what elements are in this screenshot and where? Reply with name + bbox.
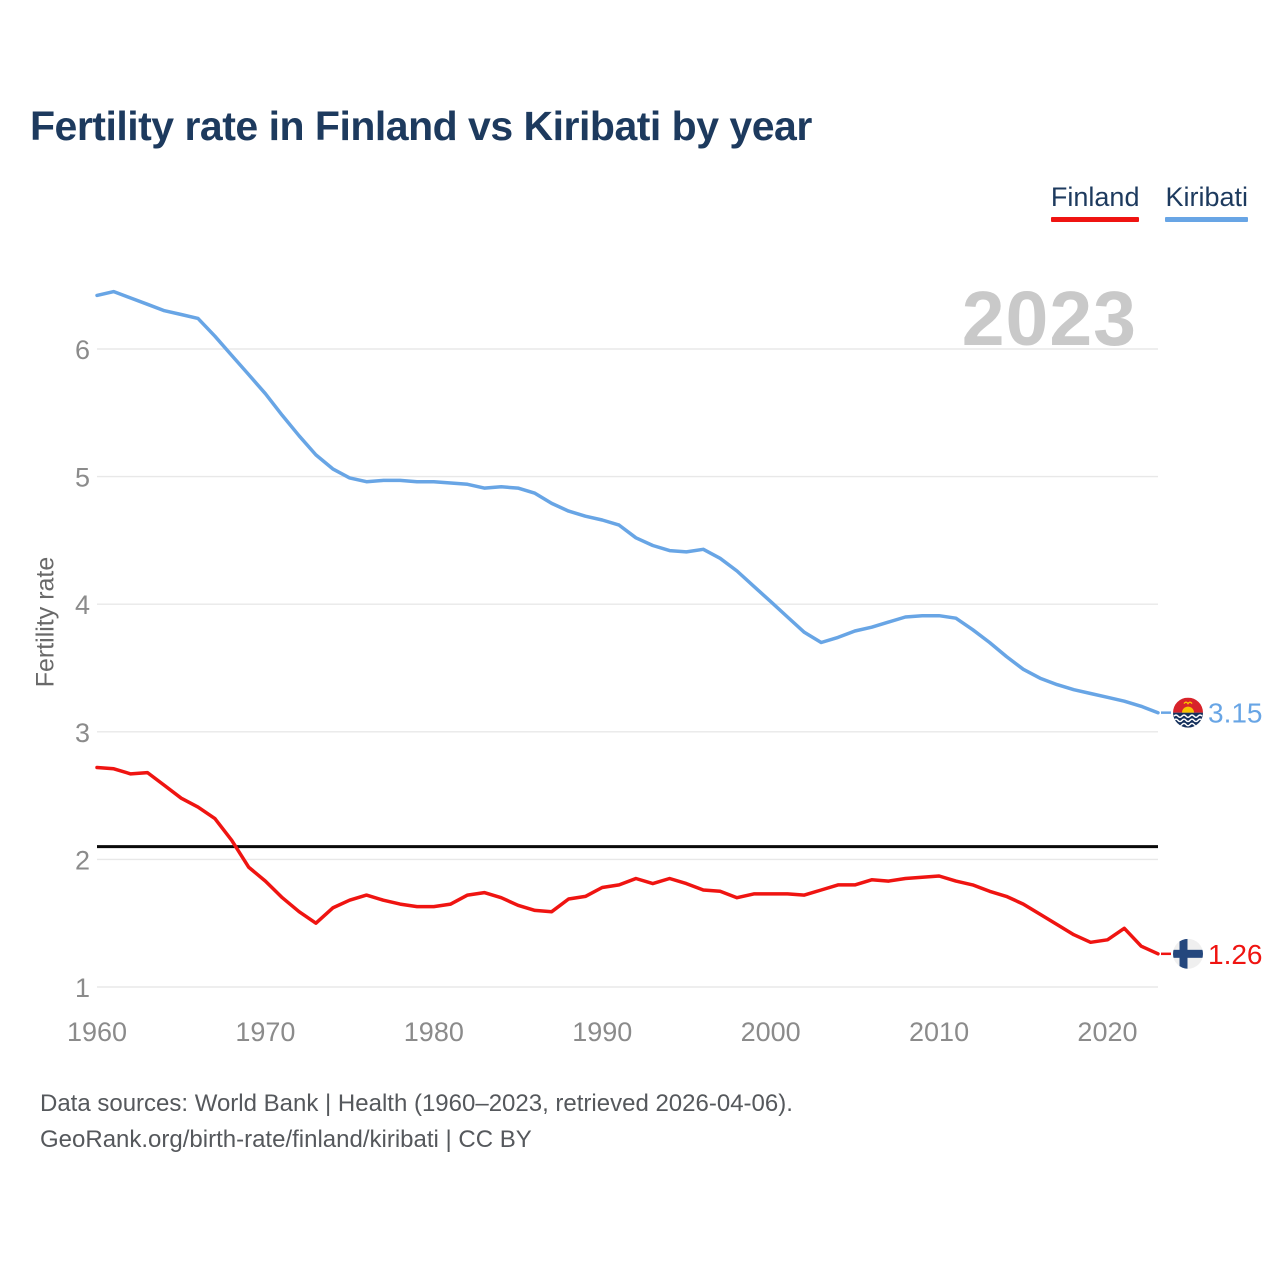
x-tick-label: 1970 <box>235 1017 295 1047</box>
x-tick-label: 1960 <box>67 1017 127 1047</box>
legend-label-kiribati: Kiribati <box>1165 182 1248 212</box>
attribution-link: GeoRank.org/birth-rate/finland/kiribati … <box>40 1126 532 1153</box>
x-tick-label: 2000 <box>741 1017 801 1047</box>
year-watermark: 2023 <box>961 276 1137 362</box>
x-tick-label: 2010 <box>909 1017 969 1047</box>
finland-flag-icon <box>1173 938 1203 969</box>
series-line-finland <box>95 765 1160 956</box>
page-title: Fertility rate in Finland vs Kiribati by… <box>30 103 812 149</box>
legend-swatch-finland <box>1050 217 1140 222</box>
x-tick-label: 2020 <box>1077 1017 1137 1047</box>
y-axis-title: Fertility rate <box>31 556 60 688</box>
footer: Data sources: World Bank | Health (1960–… <box>40 1086 793 1158</box>
legend-item-finland[interactable]: Finland <box>1050 182 1140 222</box>
kiribati-flag-icon <box>1173 697 1203 728</box>
x-tick-label: 1980 <box>404 1017 464 1047</box>
y-tick-label: 5 <box>75 463 90 493</box>
y-tick-label: 3 <box>75 718 90 748</box>
legend-label-finland: Finland <box>1050 182 1140 212</box>
y-tick-label: 6 <box>75 335 90 365</box>
legend-item-kiribati[interactable]: Kiribati <box>1165 182 1248 222</box>
data-source-note: Data sources: World Bank | Health (1960–… <box>40 1090 793 1117</box>
end-value-label-kiribati: 3.15 <box>1208 698 1263 729</box>
legend: Finland Kiribati <box>1050 182 1248 222</box>
end-value-label-finland: 1.26 <box>1208 939 1263 970</box>
legend-swatch-kiribati <box>1165 217 1248 222</box>
x-tick-label: 1990 <box>572 1017 632 1047</box>
y-tick-label: 1 <box>75 973 90 1003</box>
y-tick-label: 4 <box>75 590 90 620</box>
y-tick-label: 2 <box>75 845 90 875</box>
series-line-kiribati <box>95 289 1160 715</box>
